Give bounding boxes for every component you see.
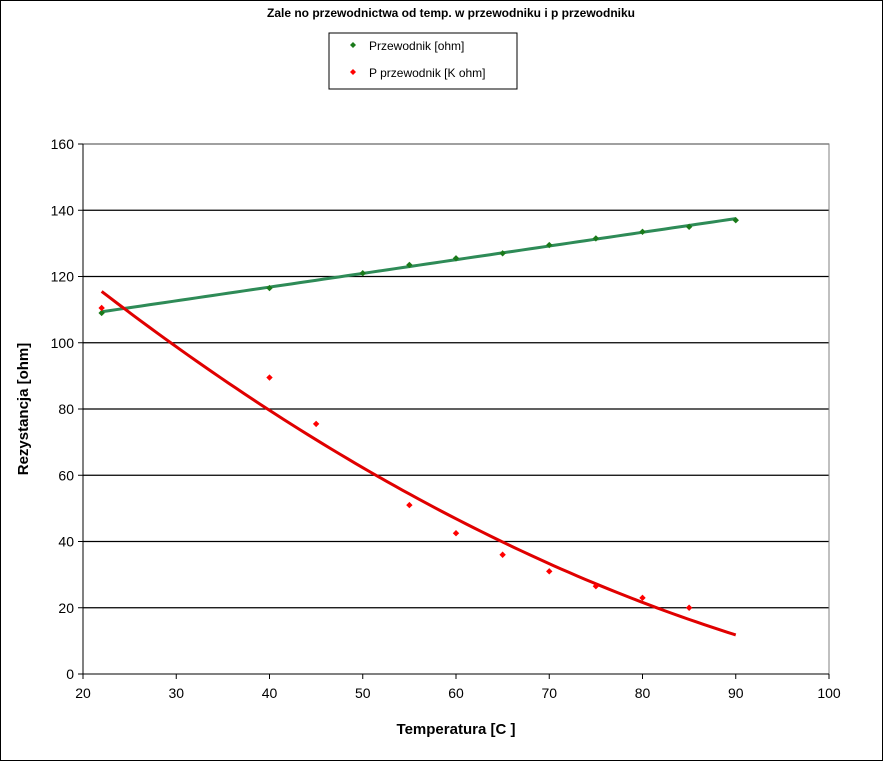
y-tick-label-60: 60	[58, 467, 74, 483]
x-tick-label-100: 100	[817, 685, 841, 701]
legend-marker-przewodnik	[350, 42, 356, 48]
legend-marker-polprzewodnik	[350, 69, 356, 75]
y-tick-label-120: 120	[51, 269, 75, 285]
data-point-s0-6	[546, 241, 553, 249]
data-point-s0-3	[406, 261, 413, 269]
x-tick-label-60: 60	[448, 685, 464, 701]
y-tick-label-0: 0	[66, 666, 74, 682]
data-point-s0-10	[732, 216, 739, 224]
x-tick-label-30: 30	[168, 685, 184, 701]
data-point-s1-8	[639, 594, 646, 602]
data-point-s1-9	[685, 604, 693, 611]
data-point-s1-2	[312, 420, 320, 428]
x-tick-label-80: 80	[635, 685, 651, 701]
y-tick-label-20: 20	[58, 600, 74, 616]
x-axis-title: Temperatura [C ]	[397, 721, 516, 738]
data-point-s1-5	[499, 551, 506, 558]
legend-box	[328, 32, 518, 90]
y-tick-label-140: 140	[51, 202, 75, 218]
legend-label-przewodnik: Przewodnik [ohm]	[369, 39, 464, 53]
trendline-series-0	[101, 217, 736, 314]
y-axis-title: Rezystancja [ohm]	[15, 343, 32, 476]
legend: Przewodnik [ohm] P przewodnik [K ohm]	[328, 32, 518, 90]
x-tick-label-70: 70	[541, 685, 557, 701]
data-point-s0-8	[639, 228, 646, 235]
y-tick-label-160: 160	[51, 136, 75, 152]
data-point-s1-6	[546, 568, 553, 575]
trendline-series-1	[100, 290, 737, 637]
data-point-s1-4	[452, 530, 460, 537]
y-tick-label-80: 80	[58, 401, 74, 417]
legend-label-polprzewodnik: P przewodnik [K ohm]	[369, 66, 486, 80]
y-tick-label-100: 100	[51, 335, 75, 351]
chart-title: Zale no przewodnictwa od temp. w przewod…	[267, 6, 635, 20]
data-point-s1-3	[406, 501, 413, 509]
x-tick-label-50: 50	[355, 685, 371, 701]
x-tick-label-40: 40	[262, 685, 278, 701]
data-point-s0-9	[685, 223, 693, 231]
data-point-s0-0	[98, 309, 105, 317]
data-point-s0-7	[592, 235, 600, 242]
y-tick-label-40: 40	[58, 534, 74, 550]
data-point-s0-2	[359, 269, 366, 277]
data-point-s1-0	[98, 304, 105, 312]
x-tick-label-90: 90	[728, 685, 744, 701]
data-point-s0-1	[266, 284, 273, 292]
data-point-s1-7	[592, 583, 600, 590]
data-point-s0-4	[452, 255, 460, 262]
data-point-s0-5	[499, 250, 506, 257]
data-point-s1-1	[266, 374, 273, 381]
x-tick-label-20: 20	[75, 685, 91, 701]
